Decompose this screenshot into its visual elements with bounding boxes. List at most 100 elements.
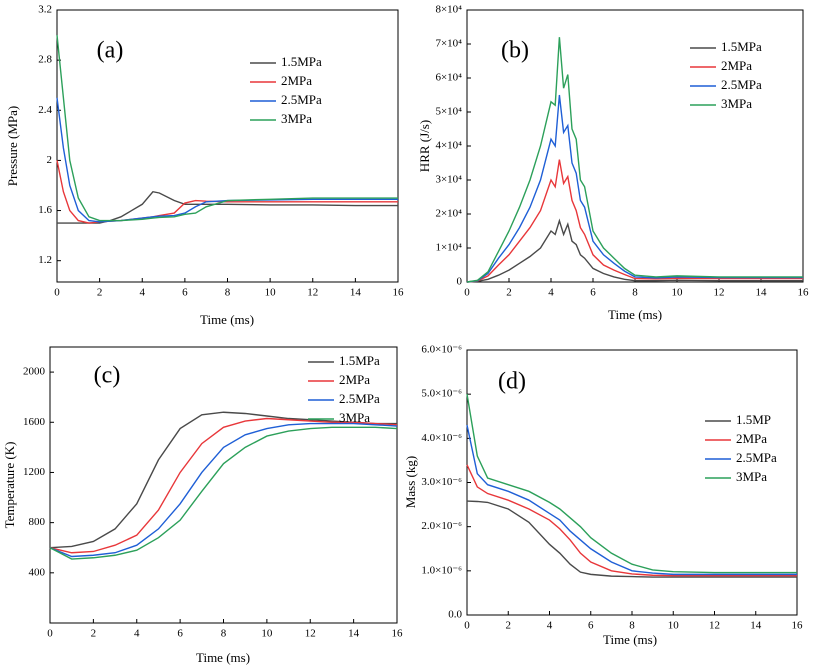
y-tick-label: 800 xyxy=(29,516,46,528)
x-axis-label: Time (ms) xyxy=(200,312,254,327)
x-tick-label: 12 xyxy=(307,287,318,299)
series-line xyxy=(49,422,398,558)
x-tick-label: 2 xyxy=(506,620,512,632)
series-line xyxy=(466,464,797,577)
legend-label: 2MPa xyxy=(281,73,312,88)
series-line xyxy=(466,37,803,283)
x-tick-label: 10 xyxy=(672,287,684,299)
y-tick-label: 2.8 xyxy=(38,54,52,66)
panel-annotation: (d) xyxy=(498,369,526,395)
y-tick-label: 6×10⁴ xyxy=(435,72,462,84)
y-tick-label: 3.2 xyxy=(38,4,52,16)
series-line xyxy=(56,160,398,224)
x-tick-label: 6 xyxy=(182,287,188,299)
x-tick-label: 16 xyxy=(792,620,804,632)
x-tick-label: 10 xyxy=(668,620,680,632)
y-tick-label: 4×10⁴ xyxy=(435,140,462,152)
legend-label: 1.5MPa xyxy=(721,39,762,54)
series-line xyxy=(56,97,398,223)
y-tick-label: 3.0×10⁻⁶ xyxy=(421,476,462,488)
legend-label: 1.5MP xyxy=(736,412,771,427)
x-tick-label: 8 xyxy=(221,628,227,640)
legend-label: 1.5MPa xyxy=(281,54,322,69)
y-tick-label: 1600 xyxy=(23,416,46,428)
y-axis-label: Temperature (K) xyxy=(2,442,17,529)
series-line xyxy=(466,159,803,283)
y-tick-label: 1200 xyxy=(23,466,46,478)
y-tick-label: 2000 xyxy=(23,366,46,378)
series-line xyxy=(466,218,803,283)
legend-label: 3MPa xyxy=(281,111,312,126)
x-tick-label: 16 xyxy=(393,287,405,299)
x-tick-label: 6 xyxy=(588,620,594,632)
y-tick-label: 4.0×10⁻⁶ xyxy=(421,432,462,444)
x-axis-label: Time (ms) xyxy=(608,307,662,322)
legend-label: 3MPa xyxy=(339,410,370,425)
x-axis-label: Time (ms) xyxy=(603,632,657,647)
y-axis-label: HRR (J/s) xyxy=(417,120,432,172)
x-axis-label: Time (ms) xyxy=(196,650,250,665)
y-tick-label: 5.0×10⁻⁶ xyxy=(421,388,462,400)
x-tick-label: 8 xyxy=(225,287,231,299)
x-tick-label: 0 xyxy=(464,287,470,299)
series-line xyxy=(49,411,397,549)
x-tick-label: 4 xyxy=(548,287,554,299)
y-axis-label: Mass (kg) xyxy=(403,456,418,508)
y-tick-label: 0.0 xyxy=(448,609,462,621)
x-tick-label: 0 xyxy=(464,620,470,632)
legend-label: 3MPa xyxy=(721,96,752,111)
x-tick-label: 14 xyxy=(756,287,768,299)
x-tick-label: 2 xyxy=(97,287,103,299)
y-tick-label: 2×10⁴ xyxy=(435,208,462,220)
legend-label: 2MPa xyxy=(339,372,370,387)
panel-annotation: (a) xyxy=(97,38,124,64)
x-tick-label: 8 xyxy=(632,287,638,299)
x-tick-label: 0 xyxy=(54,287,60,299)
x-tick-label: 14 xyxy=(350,287,362,299)
series-line xyxy=(57,190,398,224)
y-tick-label: 2.4 xyxy=(38,104,52,116)
series-line xyxy=(49,426,398,560)
legend-label: 1.5MPa xyxy=(339,353,380,368)
x-tick-label: 12 xyxy=(709,620,720,632)
x-tick-label: 8 xyxy=(629,620,635,632)
legend-label: 2MPa xyxy=(721,58,752,73)
series-line xyxy=(466,500,797,578)
panel-annotation: (c) xyxy=(94,363,121,389)
legend-label: 2.5MPa xyxy=(281,92,322,107)
x-tick-label: 2 xyxy=(91,628,97,640)
y-tick-label: 1.2 xyxy=(38,254,52,266)
x-tick-label: 14 xyxy=(348,628,360,640)
series-line xyxy=(466,424,797,576)
x-tick-label: 4 xyxy=(134,628,140,640)
panel-annotation: (b) xyxy=(501,38,529,64)
y-axis-label: Pressure (MPa) xyxy=(5,106,20,187)
y-tick-label: 7×10⁴ xyxy=(435,38,462,50)
x-tick-label: 0 xyxy=(47,628,53,640)
series-line xyxy=(466,94,803,283)
y-tick-label: 1×10⁴ xyxy=(435,242,462,254)
y-tick-label: 3×10⁴ xyxy=(435,174,462,186)
x-tick-label: 10 xyxy=(265,287,277,299)
x-tick-label: 6 xyxy=(177,628,183,640)
x-tick-label: 12 xyxy=(714,287,725,299)
y-tick-label: 400 xyxy=(29,566,46,578)
y-tick-label: 2.0×10⁻⁶ xyxy=(421,520,462,532)
y-tick-label: 5×10⁴ xyxy=(435,106,462,118)
series-line xyxy=(466,394,797,574)
x-tick-label: 14 xyxy=(750,620,762,632)
x-tick-label: 12 xyxy=(305,628,316,640)
legend-label: 3MPa xyxy=(736,469,767,484)
series-line xyxy=(56,34,398,222)
series-line xyxy=(49,417,398,554)
x-tick-label: 2 xyxy=(506,287,512,299)
x-tick-label: 16 xyxy=(392,628,404,640)
legend-label: 2MPa xyxy=(736,431,767,446)
y-tick-label: 1.0×10⁻⁶ xyxy=(421,564,462,576)
x-tick-label: 16 xyxy=(798,287,810,299)
x-tick-label: 10 xyxy=(261,628,273,640)
y-tick-label: 6.0×10⁻⁶ xyxy=(421,344,462,356)
x-tick-label: 4 xyxy=(140,287,146,299)
